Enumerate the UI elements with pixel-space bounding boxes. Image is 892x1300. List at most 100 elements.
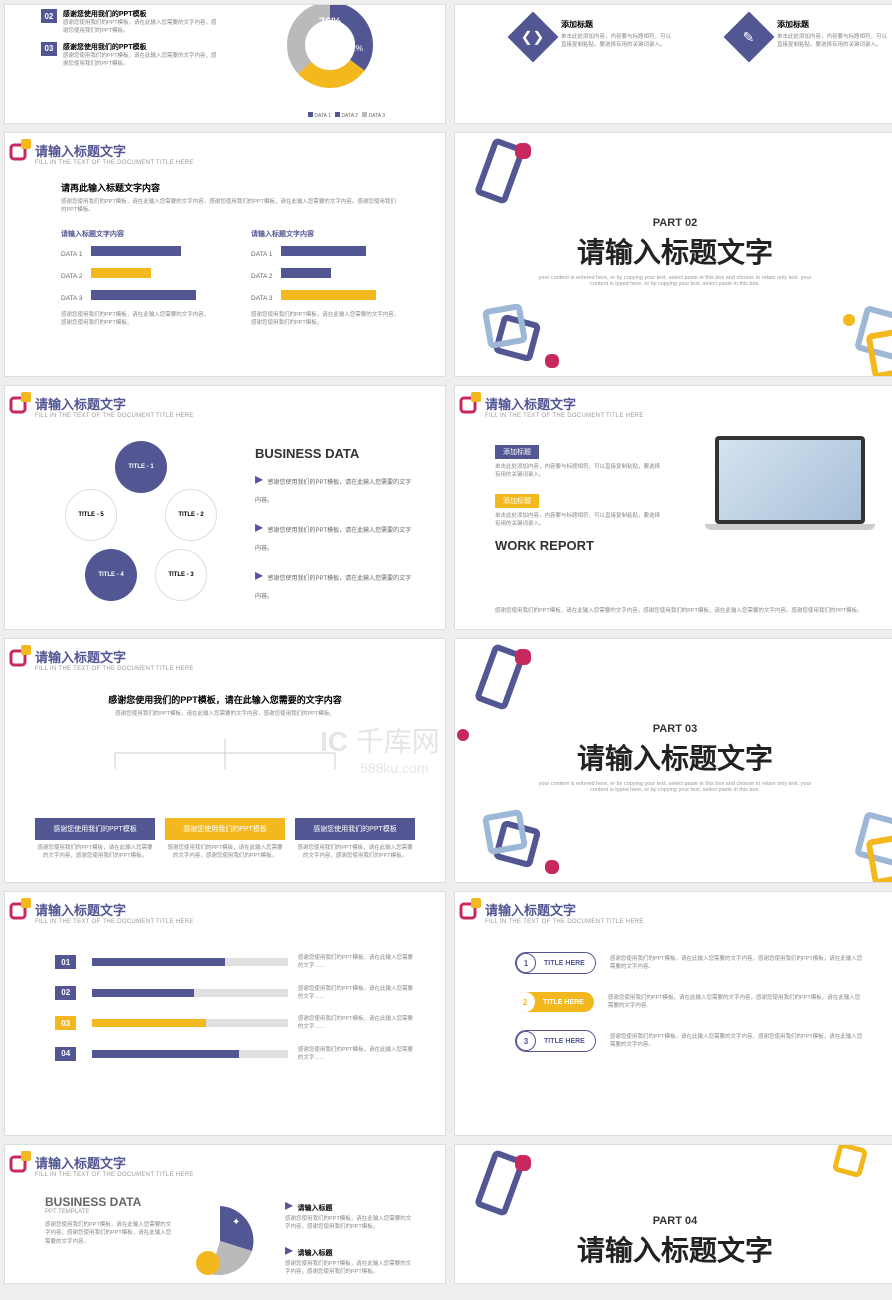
num: 01 — [55, 955, 76, 969]
donut-chart: 76% 32% — [275, 5, 385, 95]
slide-title: 请输入标题文字 — [485, 900, 644, 919]
bullet: 感谢您使用我们的PPT模板，请在此输入您需要的文字内容。 — [255, 480, 411, 504]
footer-text: 感谢您使用我们的PPT模板，请在此输入您需要的文字内容，感谢您使用我们的PPT模… — [495, 607, 875, 615]
slide-circles: 请输入标题文字FILL IN THE TEXT OF THE DOCUMENT … — [4, 385, 446, 630]
tag-body: 单击此处添加内容，内容要与标题相符，可以直接复制粘贴，要选择有用的关键词录入。 — [495, 512, 665, 529]
desc: 感谢您使用我们的PPT模板，请在此输入您需要的文字内容，感谢您使用我们的PPT模… — [61, 198, 401, 215]
col-label: 请输入标题文字内容 — [61, 229, 211, 239]
pill-text: 感谢您使用我们的PPT模板，请在此输入您需要的文字内容，感谢您使用我们的PPT模… — [608, 994, 865, 1011]
bullet: 请输入标题 — [297, 1205, 332, 1212]
heading: WORK REPORT — [495, 538, 665, 553]
num: 04 — [55, 1047, 76, 1061]
slide-pills: 请输入标题文字FILL IN THE TEXT OF THE DOCUMENT … — [454, 891, 892, 1136]
slide-title: 请输入标题文字 — [35, 1153, 194, 1172]
corner-deco-icon — [459, 896, 487, 924]
slide-bars: 请输入标题文字FILL IN THE TEXT OF THE DOCUMENT … — [4, 132, 446, 377]
num: 02 — [55, 986, 76, 1000]
box-body: 感谢您使用我们的PPT模板，请在此输入您需要的文字内容，感谢您使用我们的PPT模… — [35, 844, 155, 861]
node-2: TITLE - 2 — [165, 489, 217, 541]
box-header: 感谢您使用我们的PPT模板 — [35, 818, 155, 840]
progress-bar — [92, 989, 194, 997]
add-body: 单击此处添加内容，内容要与标题相符，可以直接复制粘贴，要选择有用的关键词录入。 — [777, 33, 887, 50]
corner-deco-icon — [9, 390, 37, 418]
num-box: 03 — [41, 42, 57, 56]
num-circle: 3 — [516, 1031, 536, 1051]
subtitle: 请再此输入标题文字内容 — [61, 181, 401, 194]
section-sub: your content is entered here, or by copy… — [455, 781, 892, 793]
bar — [281, 290, 376, 300]
slide-subtitle: FILL IN THE TEXT OF THE DOCUMENT TITLE H… — [35, 919, 194, 925]
slide-section-4: PART 04 请输入标题文字 — [454, 1144, 892, 1284]
box-body: 感谢您使用我们的PPT模板，请在此输入您需要的文字内容，感谢您使用我们的PPT模… — [295, 844, 415, 861]
slide-title: 请输入标题文字 — [35, 394, 194, 413]
bar — [91, 268, 151, 278]
section-sub: your content is entered here, or by copy… — [455, 275, 892, 287]
part-label: PART 04 — [455, 1215, 892, 1227]
bullet-body: 感谢您使用我们的PPT模板，请在此输入您需要的文字内容，感谢您使用我们的PPT模… — [285, 1215, 415, 1232]
slide-title: 请输入标题文字 — [35, 900, 194, 919]
tag-body: 单击此处添加内容，内容要与标题相符，可以直接复制粘贴，要选择有用的关键词录入。 — [495, 463, 665, 480]
slide-subtitle: FILL IN THE TEXT OF THE DOCUMENT TITLE H… — [485, 413, 644, 419]
code-icon: ❮❯ — [508, 12, 559, 63]
row-text: 感谢您使用我们的PPT模板，请在此输入您需要的文字…… — [298, 1015, 415, 1032]
col-label: 请输入标题文字内容 — [251, 229, 401, 239]
bullet: 感谢您使用我们的PPT模板，请在此输入您需要的文字内容。 — [255, 528, 411, 552]
slide-3boxes: 请输入标题文字FILL IN THE TEXT OF THE DOCUMENT … — [4, 638, 446, 883]
bullet-body: 感谢您使用我们的PPT模板，请在此输入您需要的文字内容，感谢您使用我们的PPT模… — [285, 1260, 415, 1277]
bar-note: 感谢您使用我们的PPT模板，请在此输入您需要的文字内容，感谢您使用我们的PPT模… — [251, 311, 401, 328]
slide-laptop: 请输入标题文字FILL IN THE TEXT OF THE DOCUMENT … — [454, 385, 892, 630]
item-body: 感谢您使用我们的PPT模板，请在此输入您需要的文字内容，感谢您使用我们的PPT模… — [63, 52, 221, 69]
section-main: 请输入标题文字 — [455, 231, 892, 271]
slide-pie: 请输入标题文字FILL IN THE TEXT OF THE DOCUMENT … — [4, 1144, 446, 1284]
add-title: 添加标题 — [777, 19, 887, 30]
num: 03 — [55, 1016, 76, 1030]
sub: PPT TEMPLATE — [45, 1209, 175, 1215]
pill-text: 感谢您使用我们的PPT模板，请在此输入您需要的文字内容，感谢您使用我们的PPT模… — [610, 1033, 865, 1050]
node-3: TITLE - 3 — [155, 549, 207, 601]
bullet: 感谢您使用我们的PPT模板，请在此输入您需要的文字内容。 — [255, 576, 411, 600]
bar-note: 感谢您使用我们的PPT模板，请在此输入您需要的文字内容，感谢您使用我们的PPT模… — [61, 311, 211, 328]
bar — [281, 268, 331, 278]
box-header: 感谢您使用我们的PPT模板 — [165, 818, 285, 840]
corner-deco-icon — [9, 1149, 37, 1177]
tag: 添加标题 — [495, 445, 539, 459]
progress-bar — [92, 958, 225, 966]
box-header: 感谢您使用我们的PPT模板 — [295, 818, 415, 840]
slide-title: 请输入标题文字 — [485, 394, 644, 413]
pct-small: 32% — [347, 44, 363, 53]
heading: BUSINESS DATA — [45, 1195, 175, 1209]
slide-title: 请输入标题文字 — [35, 141, 194, 160]
item-body: 感谢您使用我们的PPT模板，请在此输入您需要的文字内容，感谢您使用我们的PPT模… — [63, 19, 221, 36]
corner-deco-icon — [9, 643, 37, 671]
row-text: 感谢您使用我们的PPT模板，请在此输入您需要的文字…… — [298, 1046, 415, 1063]
node-4: TITLE - 4 — [85, 549, 137, 601]
corner-deco-icon — [9, 137, 37, 165]
body: 感谢您使用我们的PPT模板，请在此输入您需要的文字内容，感谢您使用我们的PPT模… — [45, 1221, 175, 1246]
node-5: TITLE - 5 — [65, 489, 117, 541]
tag: 添加标题 — [495, 494, 539, 508]
num-circle: 1 — [516, 953, 536, 973]
heading: BUSINESS DATA — [255, 446, 415, 461]
pill-label: TITLE HERE — [543, 999, 584, 1006]
item-title: 感谢您使用我们的PPT模板 — [63, 42, 221, 52]
slide-subtitle: FILL IN THE TEXT OF THE DOCUMENT TITLE H… — [35, 666, 194, 672]
row-text: 感谢您使用我们的PPT模板，请在此输入您需要的文字…… — [298, 985, 415, 1002]
num-box: 02 — [41, 9, 57, 23]
num-circle: 2 — [515, 992, 535, 1012]
bullet: 请输入标题 — [297, 1250, 332, 1257]
slide-subtitle: FILL IN THE TEXT OF THE DOCUMENT TITLE H… — [35, 160, 194, 166]
add-title: 添加标题 — [561, 19, 671, 30]
lead: 感谢您使用我们的PPT模板，请在此输入您需要的文字内容 — [5, 693, 445, 706]
section-main: 请输入标题文字 — [455, 737, 892, 777]
lead-sub: 感谢您使用我们的PPT模板，请在此输入您需要的文字内容，感谢您使用我们的PPT模… — [5, 706, 445, 722]
bar — [91, 246, 181, 256]
part-label: PART 03 — [455, 723, 892, 735]
slide-subtitle: FILL IN THE TEXT OF THE DOCUMENT TITLE H… — [35, 1172, 194, 1178]
box-body: 感谢您使用我们的PPT模板，请在此输入您需要的文字内容，感谢您使用我们的PPT模… — [165, 844, 285, 861]
part-label: PART 02 — [455, 217, 892, 229]
slide-title: 请输入标题文字 — [35, 647, 194, 666]
pie-chart: ✦ — [180, 1201, 260, 1281]
bar — [91, 290, 196, 300]
add-body: 单击此处添加内容，内容要与标题相符，可以直接复制粘贴，要选择有用的关键词录入。 — [561, 33, 671, 50]
laptop-image — [705, 436, 875, 536]
